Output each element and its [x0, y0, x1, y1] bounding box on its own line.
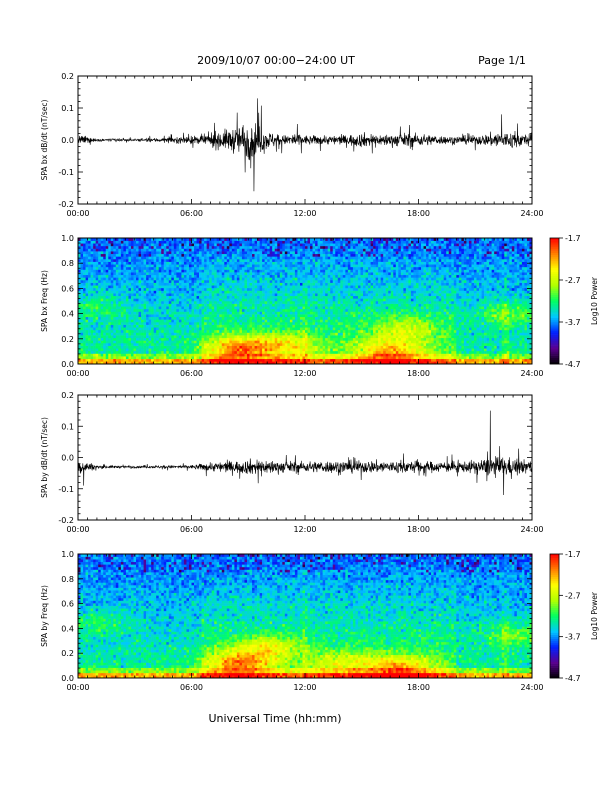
panel-3-x-tick-label: 24:00 [520, 525, 543, 534]
panel-4-x-tick-label: 12:00 [293, 683, 316, 692]
panel-2-y-tick-label: 0.8 [61, 259, 74, 268]
panel-3-x-tick-label: 00:00 [66, 525, 89, 534]
panel-2-x-tick-label: 12:00 [293, 369, 316, 378]
panel-1-y-tick-label: 0.1 [61, 104, 74, 113]
panel-1-series-line [77, 98, 533, 192]
panel-2-y-tick-label: 0.0 [61, 360, 74, 369]
panel-4-x-tick-label: 18:00 [407, 683, 430, 692]
panel-2-colorbar-label: Log10 Power [590, 276, 599, 325]
panel-3-frame [77, 394, 533, 521]
panel-4-colorbar-tick-label: -3.7 [565, 633, 581, 642]
panel-4-y-tick-label: 0.6 [61, 600, 74, 609]
page-label: Page 1/1 [478, 54, 526, 67]
panel-3-y-tick-label: -0.2 [58, 516, 74, 525]
panel-4-colorbar-tick-label: -2.7 [565, 591, 581, 600]
panel-1-y-axis-title: SPA bx dB/dt (nT/sec) [40, 100, 49, 181]
panel-1-y-tick-label: 0.2 [61, 72, 74, 81]
panel-3-y-axis-title: SPA by dB/dt (nT/sec) [40, 417, 49, 498]
panel-2-y-tick-label: 0.4 [61, 310, 74, 319]
panel-1-x-tick-label: 12:00 [293, 209, 316, 218]
panel-4-x-tick-label: 06:00 [180, 683, 203, 692]
panel-1-y-tick-label: -0.1 [58, 168, 74, 177]
panel-3-x-tick-label: 06:00 [180, 525, 203, 534]
panel-3-x-tick-label: 18:00 [407, 525, 430, 534]
panel-3-series-line [77, 410, 533, 496]
panel-2-colorbar-tick-label: -1.7 [565, 234, 581, 243]
panel-2-y-axis-title: SPA bx Freq (Hz) [40, 270, 49, 332]
panel-4-y-tick-label: 0.0 [61, 674, 74, 683]
panel-1-x-tick-label: 24:00 [520, 209, 543, 218]
panel-2-y-tick-label: 0.2 [61, 335, 74, 344]
panel-4-colorbar: -1.7 -2.7 -3.7 -4.7 Log10 Power [549, 550, 599, 683]
panel-1-x-tick-label: 18:00 [407, 209, 430, 218]
panel-2-heatmap-cells [78, 238, 533, 365]
panel-1-y-tick-label: -0.2 [58, 200, 74, 209]
panel-1-x-tick-label: 06:00 [180, 209, 203, 218]
panel-2-colorbar-tick-label: -2.7 [565, 276, 581, 285]
panel-1-x-tick-label: 00:00 [66, 209, 89, 218]
panel-2-y-tick-label: 1.0 [61, 234, 74, 243]
panel-2-x-tick-label: 00:00 [66, 369, 89, 378]
panel-3-y-tick-label: 0.1 [61, 422, 74, 431]
panel-2-x-tick-label: 18:00 [407, 369, 430, 378]
panel-2-y-tick-label: 0.6 [61, 284, 74, 293]
panel-4-colorbar-tick-label: -4.7 [565, 674, 581, 683]
panel-4-axes: 00:00 06:00 12:00 18:00 24:00 0.0 0.2 0.4 0.6 0.8… [40, 550, 544, 692]
x-axis-title: Universal Time (hh:mm) [209, 712, 342, 725]
panel-2-colorbar-tick-label: -3.7 [565, 318, 581, 327]
panel-4-heatmap-cells [78, 554, 533, 679]
panel-4-y-tick-label: 1.0 [61, 550, 74, 559]
panel-4-x-tick-label: 00:00 [66, 683, 89, 692]
panel-2-x-tick-label: 24:00 [520, 369, 543, 378]
panel-2-colorbar: -1.7 -2.7 -3.7 -4.7 Log10 Power [549, 234, 599, 369]
panel-4-x-tick-label: 24:00 [520, 683, 543, 692]
panel-1-axes: 00:00 06:00 12:00 18:00 24:00 -0.2 -0.1 0.0 0.1 0… [40, 72, 544, 218]
panel-3-y-tick-label: 0.0 [61, 454, 74, 463]
panel-4-y-tick-label: 0.8 [61, 575, 74, 584]
panel-1-y-tick-label: 0.0 [61, 136, 74, 145]
panel-2-axes: 00:00 06:00 12:00 18:00 24:00 0.0 0.2 0.4 0.6 0.8… [40, 234, 544, 378]
panel-4-y-axis-title: SPA by Freq (Hz) [40, 585, 49, 647]
panel-3-x-tick-label: 12:00 [293, 525, 316, 534]
panel-3-y-tick-label: 0.2 [61, 391, 74, 400]
panel-3-y-tick-label: -0.1 [58, 485, 74, 494]
panel-2-x-tick-label: 06:00 [180, 369, 203, 378]
panel-4-y-tick-label: 0.2 [61, 649, 74, 658]
panel-4-colorbar-label: Log10 Power [590, 591, 599, 640]
panel-3-axes: 00:00 06:00 12:00 18:00 24:00 -0.2 -0.1 0.0 0.1 0… [40, 391, 544, 534]
panel-4-y-tick-label: 0.4 [61, 624, 74, 633]
panel-4-colorbar-tick-label: -1.7 [565, 550, 581, 559]
figure-title: 2009/10/07 00:00−24:00 UT [197, 54, 355, 67]
panels: 00:00 06:00 12:00 18:00 24:00 -0.2 -0.1 0.0 0.1 0… [40, 72, 599, 692]
panel-2-colorbar-tick-label: -4.7 [565, 360, 581, 369]
